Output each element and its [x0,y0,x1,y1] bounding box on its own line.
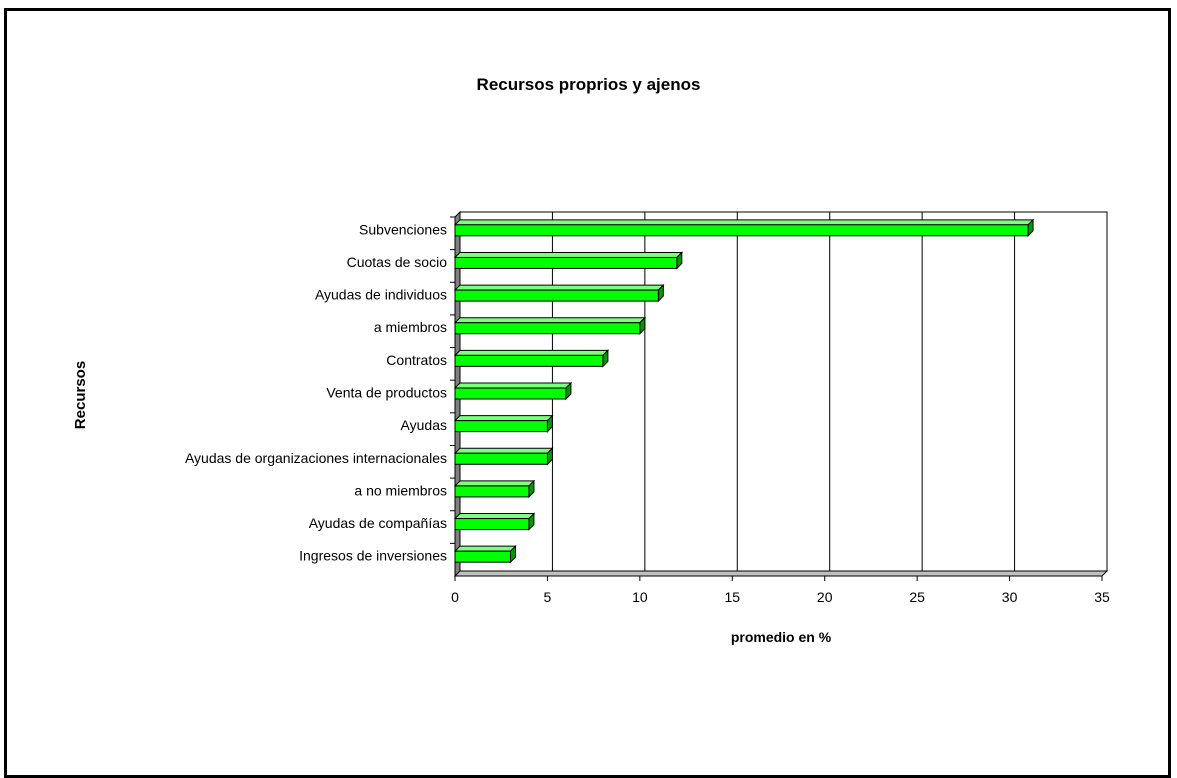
bar-top [453,219,1035,226]
bar [454,485,530,498]
x-tick-label: 20 [817,589,833,605]
category-label: Ayudas [401,417,447,433]
plot-floor [453,570,1109,577]
x-tick-label: 15 [724,589,740,605]
x-tick-label: 35 [1094,589,1110,605]
category-label: Cuotas de socio [347,254,448,270]
bar [454,420,548,433]
bar [454,518,530,531]
bar-top [453,480,536,487]
x-tick-label: 10 [632,589,648,605]
bar [454,289,659,302]
x-tick-label: 0 [451,589,459,605]
bar [454,452,548,465]
bar [454,550,511,563]
x-tick-label: 25 [909,589,925,605]
bar [454,354,604,367]
category-label: a miembros [374,319,447,335]
bar-top [453,545,517,552]
bar-top [453,284,665,291]
y-axis-label: Recursos [72,361,89,429]
bar-top [453,415,554,422]
bar-top [453,349,610,356]
category-label: Ayudas de organizaciones internacionales [185,450,447,466]
category-label: Ingresos de inversiones [299,548,447,564]
category-label: Contratos [386,352,447,368]
category-label: Subvenciones [359,221,447,237]
x-tick-label: 5 [544,589,552,605]
bar-top [453,513,536,520]
bar [454,322,641,335]
bar-top [453,317,647,324]
bar [454,224,1029,237]
category-label: Ayudas de individuos [315,287,447,303]
chart-title: Recursos proprios y ajenos [476,75,701,94]
category-label: Venta de productos [326,385,447,401]
bar-top [453,382,573,389]
category-label: Ayudas de compañías [309,515,447,531]
bar [454,256,678,269]
category-label: a no miembros [354,482,447,498]
bar-top [453,251,684,258]
x-tick-label: 30 [1002,589,1018,605]
bar-top [453,447,554,454]
x-axis-label: promedio en % [731,629,832,645]
bar [454,387,567,400]
